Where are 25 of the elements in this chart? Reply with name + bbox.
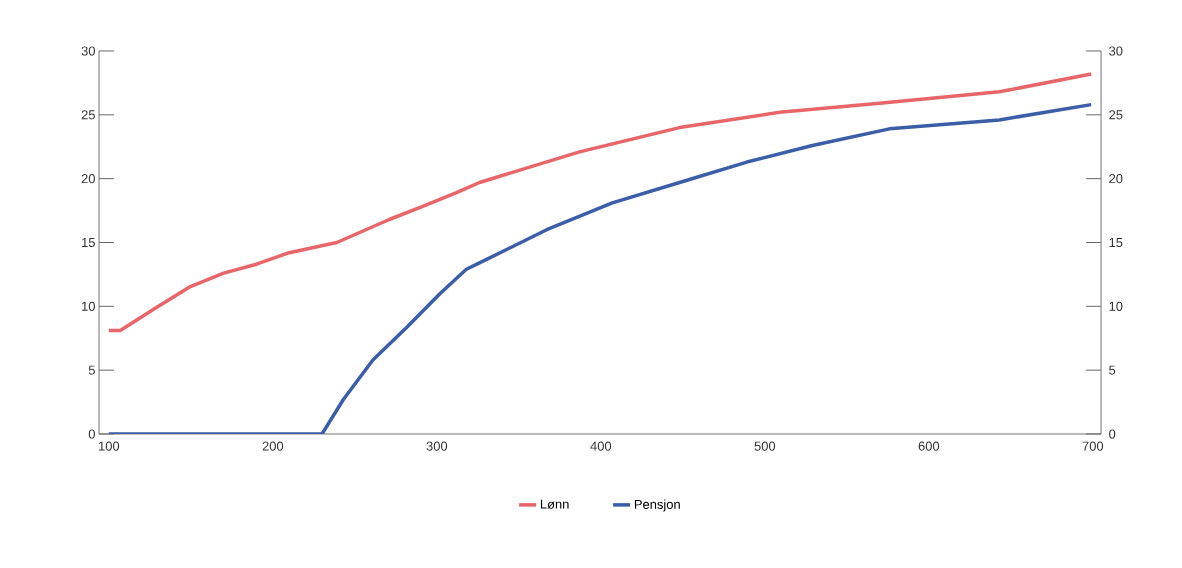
y2-tick-label: 0 <box>88 429 95 439</box>
x-tick-label: 300 <box>426 441 448 451</box>
x-tick-label: 400 <box>590 441 612 451</box>
line-series <box>107 102 1093 434</box>
y2-tick-label: 30 <box>81 46 95 56</box>
line-series <box>107 72 1093 333</box>
x-tick-label: 600 <box>918 441 940 451</box>
y-tick-label: 15 <box>1109 237 1123 247</box>
y2-tick-label: 10 <box>82 301 95 311</box>
y2-tick-label: 20 <box>81 174 95 184</box>
y-tick-label: 10 <box>1109 301 1123 311</box>
y-tick-label: 25 <box>1109 110 1123 120</box>
legend-label: Pensjon <box>634 499 680 512</box>
y-tick-label: 30 <box>1109 46 1123 56</box>
x-tick-label: 500 <box>754 441 776 451</box>
x-tick-label: 200 <box>262 441 284 451</box>
legend-label: Lønn <box>540 499 569 509</box>
x-tick-label: 100 <box>99 441 120 451</box>
y-tick-label: 20 <box>1109 174 1123 184</box>
y2-tick-label: 5 <box>88 365 95 375</box>
y-tick-label: 0 <box>1109 429 1116 439</box>
y2-tick-label: 25 <box>81 110 95 120</box>
x-tick-label: 700 <box>1082 441 1104 451</box>
y2-tick-label: 15 <box>82 237 95 247</box>
y-tick-label: 5 <box>1109 365 1116 375</box>
